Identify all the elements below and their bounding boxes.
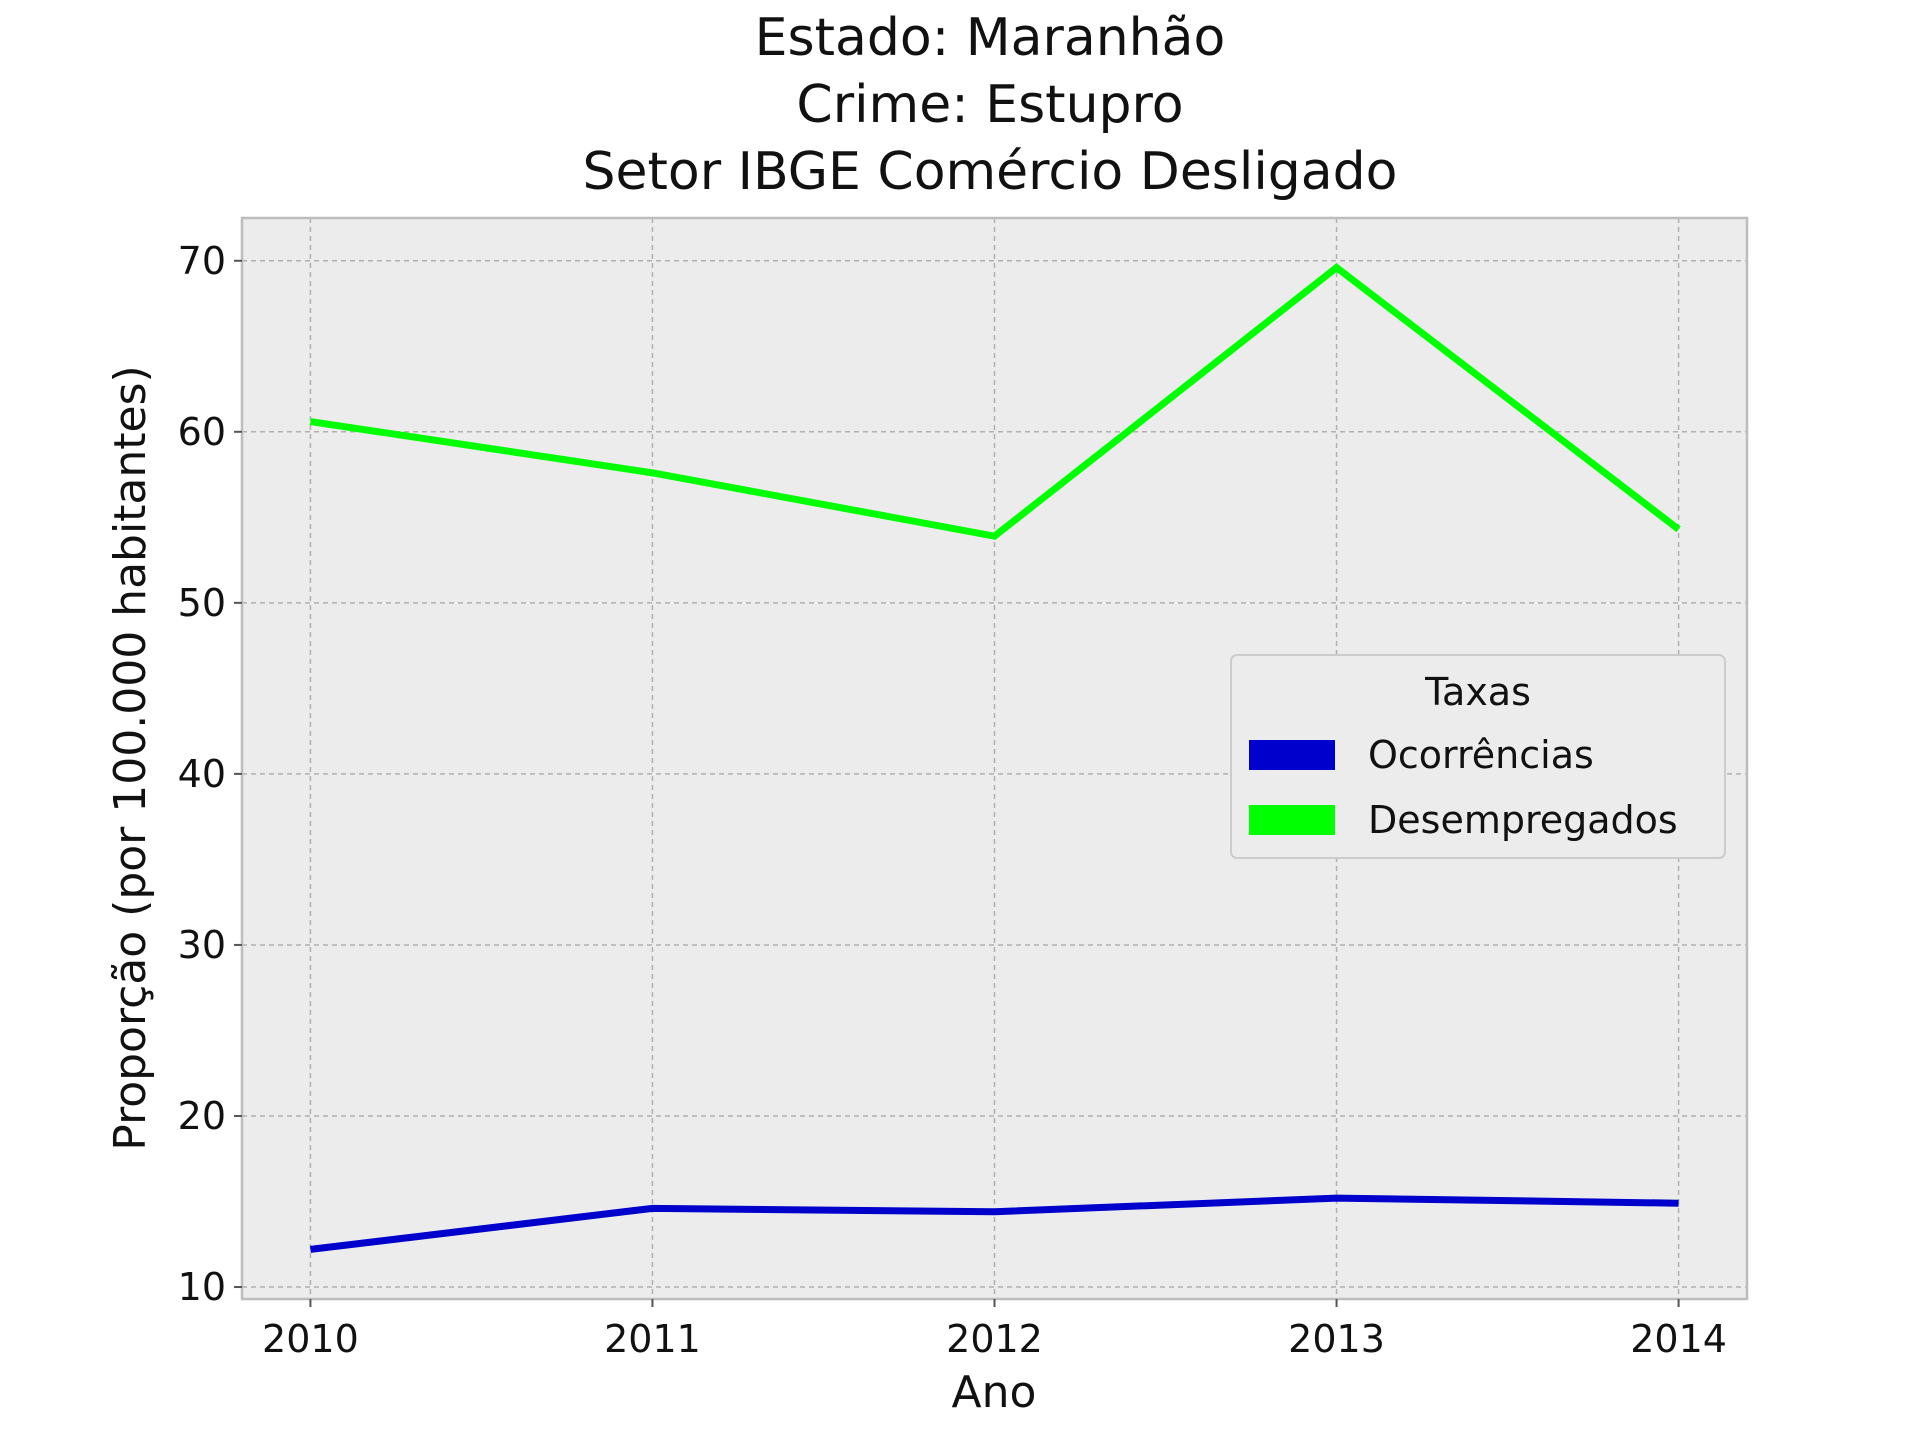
axis-ticks: 2010 2011 2012 2013 2014 10 20 30 40 50 60 70 [178,239,1727,1361]
y-axis-label: Proporção (por 100.000 habitantes) [105,365,156,1150]
y-tick-label: 60 [178,410,226,454]
legend-label-desempregados: Desempregados [1368,798,1678,842]
x-tick-label: 2010 [262,1317,359,1361]
y-tick-label: 30 [178,923,226,967]
y-tick-label: 20 [178,1094,226,1138]
chart-title-line-3: Setor IBGE Comércio Desligado [583,142,1398,202]
x-tick-label: 2013 [1288,1317,1385,1361]
series-lines [309,263,1681,1253]
x-axis-label: Ano [952,1367,1037,1418]
series-line-ocorrencias [309,1194,1679,1253]
x-tick-label: 2012 [946,1317,1043,1361]
y-tick-label: 50 [178,581,226,625]
series-line-desempregados [309,263,1681,540]
legend-swatch-desempregados [1249,805,1335,835]
chart-title-line-2: Crime: Estupro [796,75,1183,135]
x-tick-label: 2014 [1630,1317,1727,1361]
legend-swatch-ocorrencias [1249,740,1335,770]
y-tick-label: 10 [178,1265,226,1309]
legend: Taxas Ocorrências Desempregados [1230,654,1726,859]
legend-label-ocorrencias: Ocorrências [1368,733,1594,777]
x-tick-label: 2011 [604,1317,701,1361]
y-tick-label: 70 [178,239,226,283]
legend-title: Taxas [1424,670,1531,714]
chart-title-line-1: Estado: Maranhão [755,8,1226,68]
legend-box [1230,654,1726,859]
y-tick-label: 40 [178,752,226,796]
